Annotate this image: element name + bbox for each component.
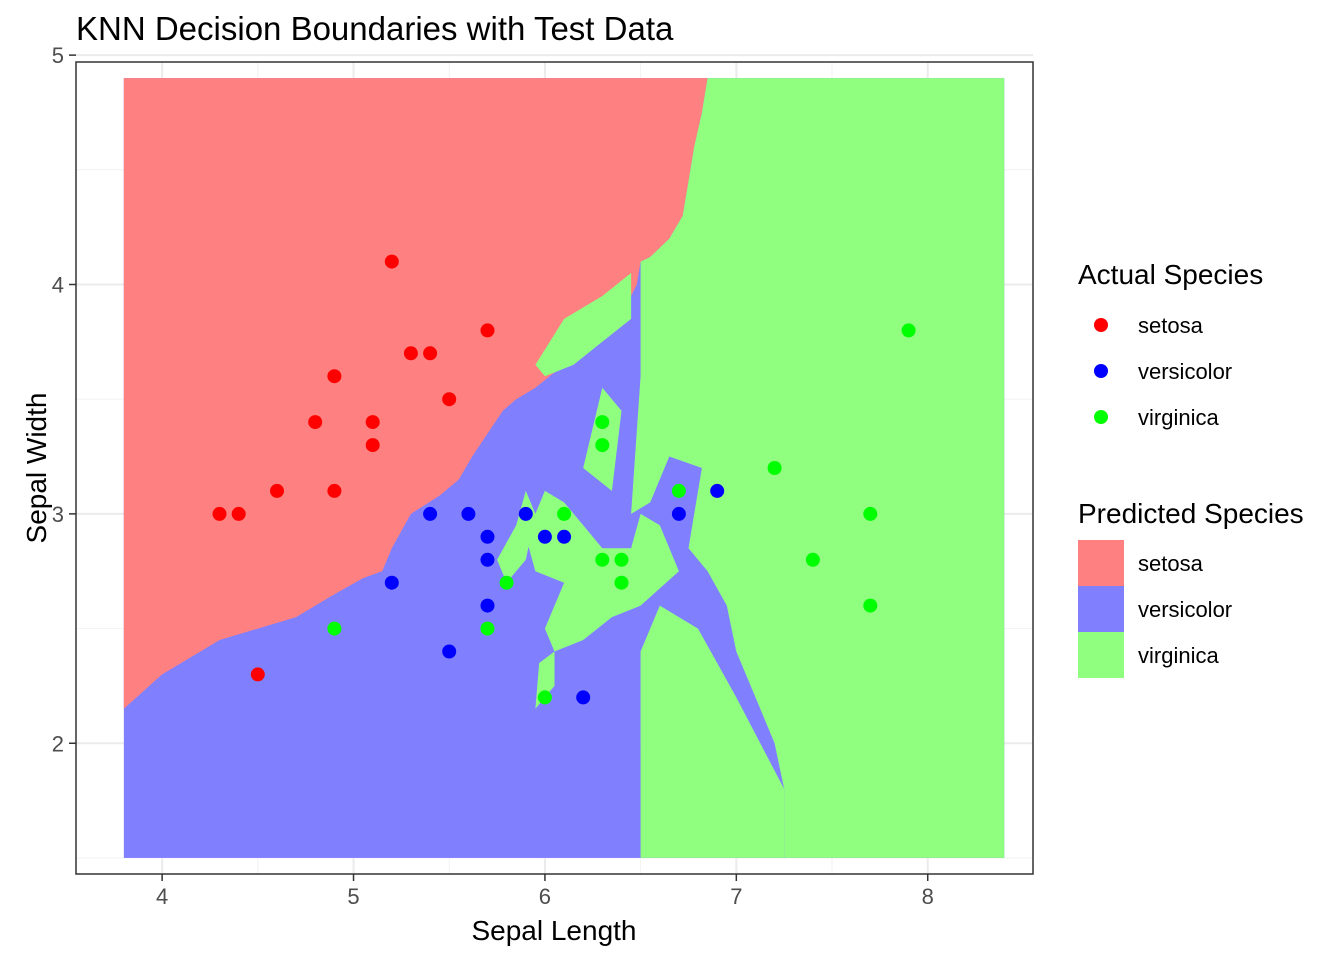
point-virginica-8 (614, 552, 629, 567)
legend-predicted-label-versicolor: versicolor (1138, 597, 1232, 622)
point-versicolor-6 (480, 598, 495, 613)
point-versicolor-1 (423, 506, 438, 521)
point-virginica-12 (805, 552, 820, 567)
region-virginica-1 (631, 78, 1005, 858)
point-virginica-13 (863, 506, 878, 521)
point-setosa-8 (365, 438, 380, 453)
y-tick-label-3: 3 (52, 502, 64, 527)
point-versicolor-8 (537, 529, 552, 544)
legend-predicted: Predicted Species setosa versicolor virg… (1078, 498, 1304, 678)
point-setosa-10 (403, 346, 418, 361)
legend-actual-key-setosa (1094, 318, 1108, 332)
point-versicolor-10 (576, 690, 591, 705)
legend-actual-key-versicolor (1094, 364, 1108, 378)
point-versicolor-7 (518, 506, 533, 521)
x-tick-label-6: 6 (539, 884, 551, 909)
x-axis-title: Sepal Length (471, 915, 636, 946)
point-virginica-9 (614, 575, 629, 590)
region-virginica-6 (535, 273, 632, 377)
axes: 4 5 6 7 8 2 3 4 5 (52, 43, 934, 909)
legend-actual-label-setosa: setosa (1138, 313, 1204, 338)
x-tick-label-4: 4 (156, 884, 168, 909)
point-versicolor-2 (442, 644, 457, 659)
chart-title: KNN Decision Boundaries with Test Data (76, 10, 674, 47)
legend-predicted-key-setosa (1078, 540, 1124, 586)
point-versicolor-12 (710, 483, 725, 498)
legend-actual-label-versicolor: versicolor (1138, 359, 1232, 384)
point-versicolor-11 (671, 506, 686, 521)
legend-actual-label-virginica: virginica (1138, 405, 1219, 430)
y-axis-title: Sepal Width (21, 393, 52, 544)
region-setosa-0 (123, 78, 708, 709)
legend-actual-title: Actual Species (1078, 259, 1263, 290)
legend-predicted-title: Predicted Species (1078, 498, 1304, 529)
point-setosa-9 (384, 254, 399, 269)
y-tick-label-4: 4 (52, 272, 64, 297)
point-setosa-4 (308, 415, 323, 430)
point-virginica-1 (480, 621, 495, 636)
point-virginica-0 (327, 621, 342, 636)
point-setosa-1 (231, 506, 246, 521)
point-virginica-6 (595, 438, 610, 453)
decision-regions (123, 78, 1005, 858)
point-setosa-3 (270, 483, 284, 498)
x-tick-label-8: 8 (922, 884, 934, 909)
point-virginica-2 (499, 575, 514, 590)
point-setosa-12 (442, 392, 457, 407)
point-versicolor-4 (480, 529, 495, 544)
point-virginica-3 (537, 690, 552, 705)
point-setosa-5 (327, 369, 342, 384)
point-setosa-11 (423, 346, 438, 361)
point-versicolor-3 (461, 506, 476, 521)
plot-panel-border (75, 61, 1034, 875)
point-virginica-15 (901, 323, 916, 338)
point-setosa-2 (250, 667, 265, 682)
point-setosa-7 (365, 415, 380, 430)
point-virginica-7 (595, 552, 610, 567)
point-setosa-0 (212, 506, 227, 521)
legend-predicted-key-virginica (1078, 632, 1124, 678)
legend-predicted-label-virginica: virginica (1138, 643, 1219, 668)
y-tick-label-5: 5 (52, 43, 64, 68)
legend-predicted-key-versicolor (1078, 586, 1124, 632)
point-versicolor-9 (557, 529, 572, 544)
test-points (212, 254, 916, 705)
point-virginica-11 (767, 461, 782, 475)
point-setosa-13 (480, 323, 495, 338)
region-virginica-2 (640, 605, 785, 858)
legend-actual-key-virginica (1094, 410, 1108, 424)
y-tick-label-2: 2 (52, 731, 64, 756)
point-setosa-6 (327, 483, 342, 498)
point-virginica-4 (557, 506, 572, 521)
point-virginica-14 (863, 598, 878, 613)
point-virginica-10 (671, 483, 686, 498)
x-tick-label-5: 5 (347, 884, 359, 909)
point-versicolor-0 (384, 575, 399, 590)
x-tick-label-7: 7 (730, 884, 742, 909)
legend-predicted-label-setosa: setosa (1138, 551, 1204, 576)
legend-actual: Actual Species setosa versicolor virgini… (1078, 259, 1263, 430)
point-virginica-5 (595, 415, 610, 430)
point-versicolor-5 (480, 552, 495, 567)
